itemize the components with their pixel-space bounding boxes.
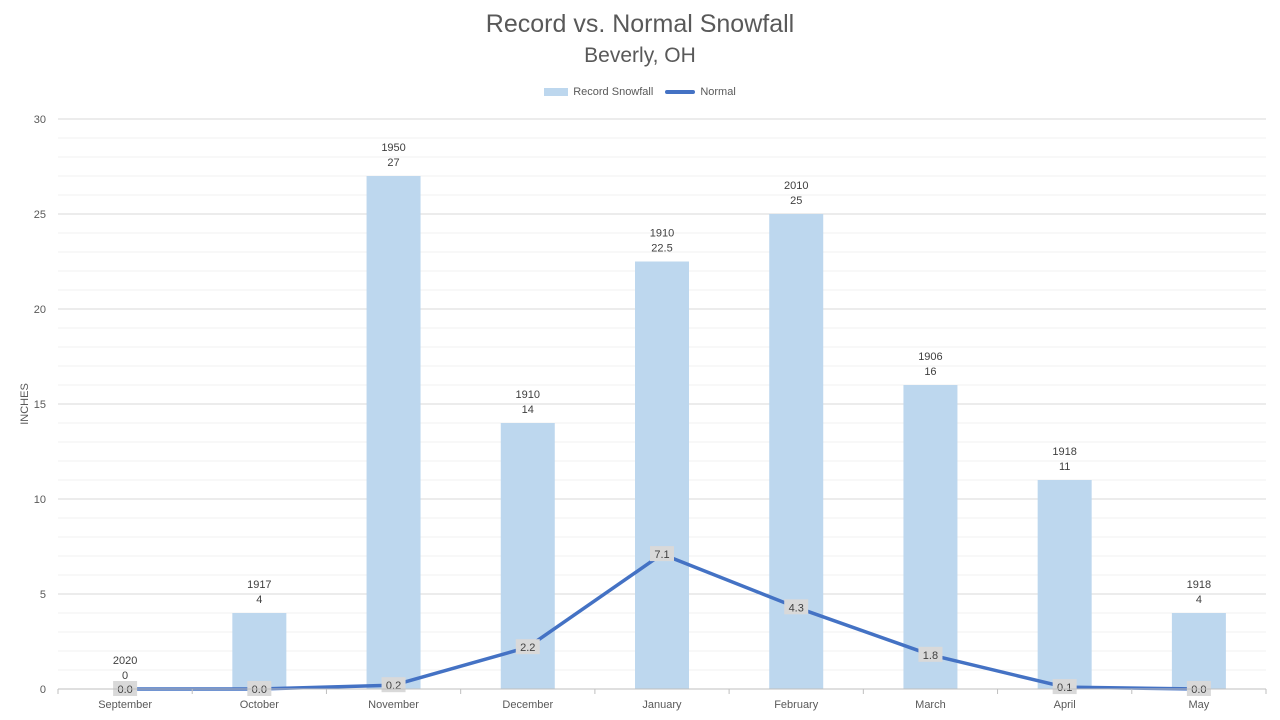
normal-label-box [784,599,809,615]
normal-value-label: 7.1 [654,549,669,561]
bar-year-label: 1918 [1187,579,1211,591]
bar-year-label: 1918 [1052,446,1076,458]
legend-item-record[interactable]: Record Snowfall [544,86,653,98]
chart-title: Record vs. Normal Snowfall [485,10,795,38]
x-tick-label: January [642,699,682,711]
legend-swatch-record [544,88,569,96]
normal-value-label: 4.3 [789,602,804,614]
axes: 0 5 10 15 20 25 30 INCHES September October Novemb… [19,114,1267,711]
legend: Record Snowfall Normal [0,86,1280,98]
y-tick-label: 15 [34,399,46,411]
x-tick-label: May [1188,699,1209,711]
y-tick-label: 10 [34,494,46,506]
bar-record-snowfall[interactable] [366,176,421,689]
chart-subtitle: Beverly, OH [584,44,696,67]
normal-value-label: 2.2 [520,642,535,654]
y-tick-label: 20 [34,304,46,316]
bar-year-label: 2010 [784,180,808,192]
bar-year-label: 1917 [247,579,271,591]
bar-value-label: 25 [790,195,802,207]
bar-year-label: 2020 [113,655,137,667]
y-tick-label: 30 [34,114,46,126]
x-tick-label: October [240,699,279,711]
bar-value-label: 4 [1196,594,1202,606]
normal-label-box [650,546,674,562]
bar-record-snowfall[interactable] [1171,613,1226,689]
bar-value-label: 11 [1059,461,1070,473]
x-tick-label: April [1054,699,1076,711]
x-tick-label: November [368,699,419,711]
normal-value-label: 0.1 [1057,682,1072,694]
normal-value-label: 0.0 [117,684,132,696]
x-tick-label: December [502,699,553,711]
legend-label-normal: Normal [700,86,736,98]
y-tick-label: 0 [40,684,46,696]
bar-value-label: 0 [122,670,128,682]
legend-swatch-normal [665,90,696,94]
bar-year-label: 1910 [516,389,540,401]
normal-value-label: 0.2 [386,680,401,692]
legend-label-record: Record Snowfall [573,86,654,98]
data-labels: 2020 0 1917 4 1950 27 1910 14 1910 22.5 2010 25 1906… [113,142,1211,696]
bar-record-snowfall[interactable] [769,214,824,689]
bar-value-label: 27 [387,157,399,169]
x-tick-label: March [915,699,946,711]
y-tick-label: 25 [34,209,46,221]
normal-label-box [515,639,540,655]
normal-label-box [381,677,406,693]
normal-value-label: 1.8 [923,650,938,662]
x-tick-label: September [98,699,152,711]
y-tick-label: 5 [40,589,46,601]
x-tick-label: February [774,699,819,711]
normal-label-box [918,646,943,662]
normal-value-label: 0.0 [1191,684,1206,696]
normal-value-label: 0.0 [252,684,267,696]
bar-year-label: 1950 [381,142,405,154]
bar-record-snowfall[interactable] [635,261,689,690]
y-axis-title: INCHES [19,383,31,425]
bars [232,176,1226,689]
bar-value-label: 14 [522,404,534,416]
bar-value-label: 4 [256,594,262,606]
bar-year-label: 1906 [918,351,942,363]
bar-record-snowfall[interactable] [1037,480,1092,689]
bar-record-snowfall[interactable] [903,385,958,689]
bar-record-snowfall[interactable] [232,613,287,689]
bar-value-label: 16 [924,366,936,378]
bar-value-label: 22.5 [651,243,672,255]
legend-item-normal[interactable]: Normal [665,86,736,98]
normal-label-box [1052,679,1077,695]
bar-year-label: 1910 [650,228,674,240]
